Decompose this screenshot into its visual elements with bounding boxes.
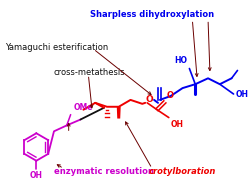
Text: OH: OH [171, 119, 184, 129]
Text: OMe: OMe [74, 103, 93, 112]
Text: O: O [145, 95, 153, 104]
Text: Sharpless dihydroxylation: Sharpless dihydroxylation [90, 10, 214, 19]
Text: crotylboration: crotylboration [149, 167, 216, 177]
Polygon shape [117, 107, 121, 119]
Text: HO: HO [174, 56, 188, 65]
Text: cross-metathesis: cross-metathesis [54, 68, 126, 77]
Text: enzymatic resolution: enzymatic resolution [54, 167, 154, 177]
Text: OH: OH [236, 90, 248, 98]
Text: OH: OH [30, 170, 43, 180]
Text: O: O [167, 91, 174, 100]
Text: Yamaguchi esterification: Yamaguchi esterification [5, 43, 108, 52]
